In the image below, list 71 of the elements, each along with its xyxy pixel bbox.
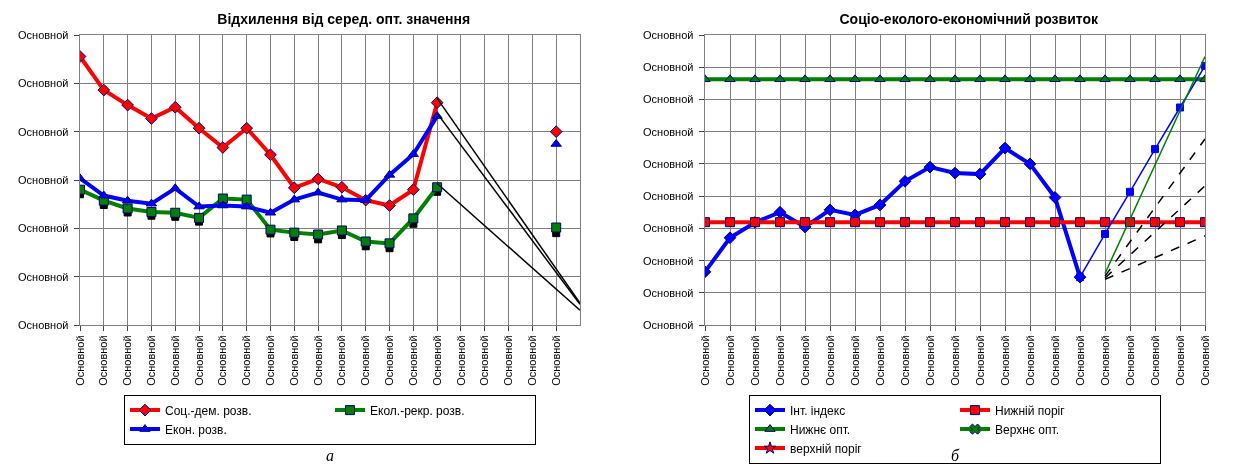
text: б: [951, 447, 960, 464]
x-tick-label: Основной: [335, 335, 348, 386]
x-tick-label: Основной: [1048, 335, 1061, 386]
x-tick-label: Основной: [454, 335, 467, 386]
x-tick-label: Основной: [1123, 335, 1136, 386]
legend-label: Нижній поріг: [995, 403, 1066, 418]
legend-label: Екол.-рекр. розв.: [370, 403, 465, 418]
x-tick-label: Основной: [264, 335, 277, 386]
text: Основной: [643, 126, 694, 138]
text: Основной: [643, 255, 694, 267]
x-tick-label: Основной: [948, 335, 961, 386]
x-tick-label: Основной: [848, 335, 861, 386]
legend-label: верхній поріг: [790, 441, 863, 456]
text: Основной: [643, 319, 694, 331]
text: Основной: [18, 271, 69, 283]
text: Основной: [643, 287, 694, 299]
x-tick-label: Основной: [773, 335, 786, 386]
x-tick-label: Основной: [798, 335, 811, 386]
chart-title: Відхилення від серед. опт. значення: [217, 11, 471, 28]
x-tick-label: Основной: [1073, 335, 1086, 386]
x-tick-label: Основной: [1173, 335, 1186, 386]
legend-label: Верхнє опт.: [995, 422, 1059, 437]
x-tick-label: Основной: [1023, 335, 1036, 386]
text: Основной: [643, 158, 694, 170]
text: Основной: [18, 77, 69, 89]
text: Основной: [643, 29, 694, 41]
legend-label: Нижнє опт.: [790, 422, 851, 437]
text: Основной: [643, 222, 694, 234]
x-tick-label: Основной: [240, 335, 253, 386]
x-tick-label: Основной: [430, 335, 443, 386]
x-tick-label: Основной: [549, 335, 562, 386]
text: Основной: [643, 93, 694, 105]
x-tick-label: Основной: [1198, 335, 1211, 386]
x-tick-label: Основной: [287, 335, 300, 386]
x-tick-label: Основной: [502, 335, 515, 386]
x-tick-label: Основной: [998, 335, 1011, 386]
x-tick-label: Основной: [145, 335, 157, 386]
x-tick-label: Основной: [525, 335, 538, 386]
x-tick-label: Основной: [311, 335, 324, 386]
text: а: [326, 447, 334, 464]
text: Основной: [18, 319, 69, 331]
x-tick-label: Основной: [97, 335, 110, 386]
x-tick-label: Основной: [748, 335, 761, 386]
x-tick-label: Основной: [898, 335, 911, 386]
x-tick-label: Основной: [923, 335, 936, 386]
x-tick-label: Основной: [168, 335, 181, 386]
x-tick-label: Основной: [723, 335, 736, 386]
legend-label: Інт. індекс: [790, 403, 846, 418]
legend-label: Соц.-дем. розв.: [165, 403, 252, 418]
x-tick-label: Основной: [121, 335, 134, 386]
legend-label: Екон. розв.: [165, 422, 227, 437]
x-tick-label: Основной: [216, 335, 229, 386]
x-tick-label: Основной: [383, 335, 396, 386]
text: Основной: [643, 190, 694, 202]
x-tick-label: Основной: [1148, 335, 1161, 386]
text: Основной: [18, 126, 69, 138]
x-tick-label: Основной: [823, 335, 836, 386]
x-tick-label: Основной: [73, 335, 86, 386]
x-tick-label: Основной: [192, 335, 205, 386]
x-tick-label: Основной: [698, 335, 711, 386]
x-tick-label: Основной: [973, 335, 986, 386]
text: Основной: [18, 29, 69, 41]
x-tick-label: Основной: [406, 335, 419, 386]
text: Основной: [643, 61, 694, 73]
x-tick-label: Основной: [873, 335, 886, 386]
x-tick-label: Основной: [359, 335, 372, 386]
text: Основной: [18, 174, 69, 186]
text: Основной: [18, 222, 69, 234]
x-tick-label: Основной: [478, 335, 491, 386]
x-tick-label: Основной: [1098, 335, 1111, 386]
chart-title: Соціо-еколого-економічний розвиток: [839, 11, 1100, 28]
